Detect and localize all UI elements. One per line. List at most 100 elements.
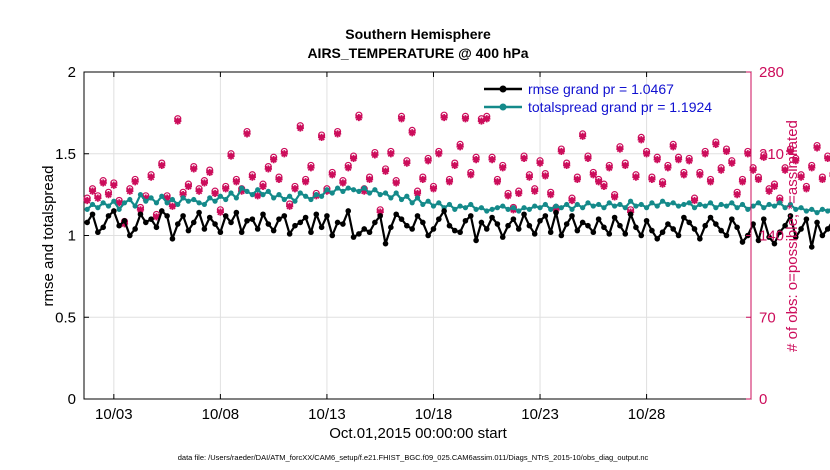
rmse-point bbox=[515, 226, 522, 232]
rmse-point bbox=[494, 221, 501, 227]
rmse-point bbox=[824, 226, 830, 232]
totalspread-point bbox=[745, 206, 751, 212]
obs-assimilated-point bbox=[722, 147, 731, 156]
totalspread-point bbox=[723, 203, 730, 209]
rmse-point bbox=[510, 216, 517, 222]
rmse-point bbox=[372, 219, 378, 226]
totalspread-point bbox=[782, 205, 788, 211]
obs-assimilated-point bbox=[413, 189, 422, 198]
totalspread-point bbox=[659, 198, 666, 204]
rmse-point bbox=[89, 211, 96, 218]
totalspread-point bbox=[228, 190, 234, 196]
totalspread-point bbox=[803, 208, 810, 214]
obs-assimilated-point bbox=[563, 161, 571, 170]
totalspread-point bbox=[478, 205, 485, 211]
rmse-point bbox=[350, 234, 357, 240]
totalspread-point bbox=[409, 200, 415, 206]
obs-assimilated-point bbox=[83, 196, 91, 205]
rmse-point bbox=[595, 216, 602, 222]
obs-assimilated-point bbox=[206, 168, 214, 177]
totalspread-point bbox=[697, 201, 703, 208]
totalspread-point bbox=[116, 206, 122, 212]
totalspread-point bbox=[164, 200, 170, 206]
obs-assimilated-point bbox=[259, 182, 267, 191]
totalspread-point bbox=[558, 205, 564, 211]
rmse-point bbox=[356, 231, 362, 237]
rmse-point bbox=[601, 224, 607, 231]
totalspread-point bbox=[313, 192, 319, 198]
totalspread-point bbox=[436, 200, 442, 206]
rmse-point bbox=[585, 222, 591, 229]
rmse-point bbox=[792, 234, 799, 240]
totalspread-point bbox=[532, 203, 538, 209]
totalspread-point bbox=[260, 192, 266, 198]
totalspread-point bbox=[185, 198, 192, 204]
chart-title: Southern Hemisphere bbox=[345, 26, 491, 42]
obs-assimilated-point bbox=[211, 189, 219, 198]
rmse-point bbox=[201, 226, 208, 232]
totalspread-point bbox=[601, 205, 607, 211]
rmse-point bbox=[95, 229, 101, 236]
rmse-point bbox=[222, 213, 229, 219]
totalspread-point bbox=[377, 192, 383, 198]
rmse-point bbox=[382, 240, 389, 247]
totalspread-point bbox=[819, 206, 825, 212]
totalspread-point bbox=[691, 205, 698, 211]
totalspread-point bbox=[143, 198, 149, 204]
totalspread-point bbox=[329, 190, 335, 196]
totalspread-point bbox=[319, 193, 325, 199]
rmse-point bbox=[148, 216, 154, 222]
rmse-point bbox=[377, 213, 384, 219]
y-tick-label: 1 bbox=[68, 228, 76, 245]
plot-area bbox=[83, 111, 830, 250]
obs-assimilated-point bbox=[163, 194, 171, 202]
rmse-point bbox=[169, 235, 176, 242]
obs-assimilated-point bbox=[88, 187, 97, 195]
totalspread-point bbox=[137, 192, 144, 198]
totalspread-point bbox=[521, 205, 527, 211]
rmse-point bbox=[659, 229, 666, 236]
rmse-point bbox=[425, 232, 431, 239]
obs-assimilated-point bbox=[195, 187, 203, 195]
obs-assimilated-point bbox=[690, 196, 699, 205]
rmse-point bbox=[196, 209, 202, 216]
totalspread-point bbox=[372, 187, 378, 193]
obs-assimilated-point bbox=[387, 150, 395, 158]
totalspread-point bbox=[361, 185, 367, 191]
totalspread-point bbox=[382, 190, 389, 196]
rmse-point bbox=[297, 219, 304, 226]
obs-assimilated-point bbox=[376, 208, 384, 216]
obs-assimilated-point bbox=[286, 202, 294, 210]
totalspread-point bbox=[729, 200, 735, 206]
totalspread-point bbox=[622, 205, 628, 211]
obs-assimilated-point bbox=[435, 150, 443, 158]
totalspread-point bbox=[787, 201, 794, 208]
totalspread-point bbox=[212, 198, 218, 204]
totalspread-point bbox=[718, 201, 724, 208]
obs-assimilated-point bbox=[291, 185, 299, 193]
rmse-point bbox=[803, 216, 810, 222]
totalspread-point bbox=[393, 190, 399, 196]
totalspread-point bbox=[553, 203, 559, 209]
rmse-point bbox=[441, 208, 447, 214]
rmse-point bbox=[217, 229, 224, 236]
totalspread-point bbox=[484, 208, 490, 214]
totalspread-point bbox=[297, 190, 303, 196]
obs-assimilated-point bbox=[216, 208, 224, 216]
rmse-point bbox=[153, 224, 160, 231]
legend-spread-marker bbox=[499, 103, 507, 111]
obs-assimilated-point bbox=[168, 202, 177, 210]
obs-assimilated-point bbox=[296, 124, 304, 132]
rmse-point bbox=[436, 216, 442, 222]
totalspread-point bbox=[398, 196, 405, 203]
totalspread-point bbox=[675, 203, 682, 209]
totalspread-point bbox=[670, 200, 676, 206]
obs-assimilated-point bbox=[328, 171, 336, 179]
totalspread-point bbox=[281, 196, 287, 203]
rmse-point bbox=[760, 216, 767, 222]
chart-subtitle: AIRS_TEMPERATURE @ 400 hPa bbox=[307, 45, 528, 61]
rmse-point bbox=[782, 222, 788, 229]
totalspread-point bbox=[100, 200, 106, 206]
totalspread-point bbox=[468, 201, 474, 208]
rmse-point bbox=[505, 222, 511, 229]
